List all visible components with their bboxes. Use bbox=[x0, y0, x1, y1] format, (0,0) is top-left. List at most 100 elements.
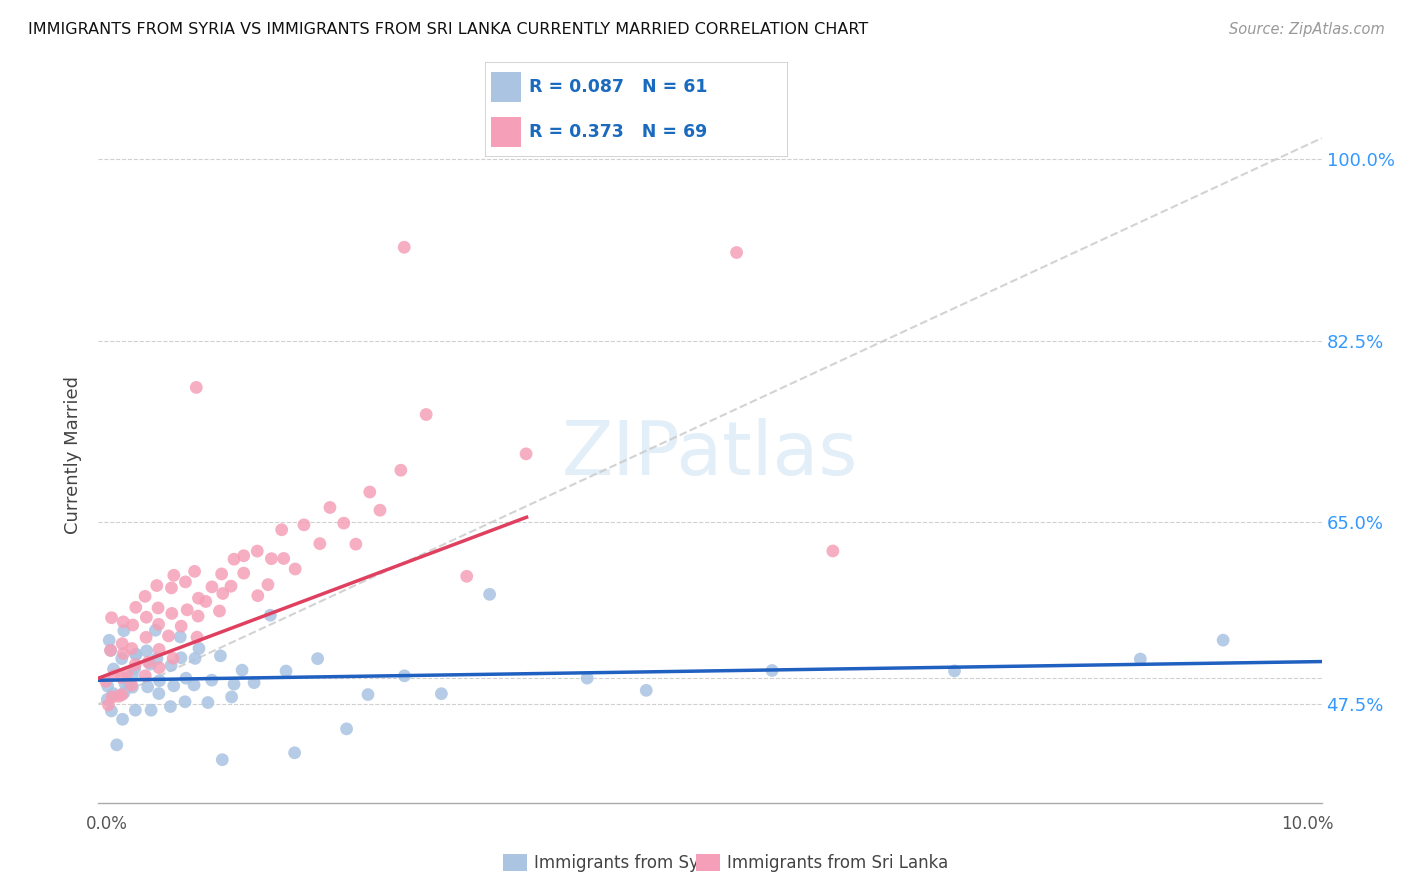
Point bbox=[139, 657, 162, 671]
Point bbox=[515, 447, 537, 461]
Point bbox=[107, 690, 129, 704]
Text: Immigrants from Syria: Immigrants from Syria bbox=[534, 854, 721, 871]
Point bbox=[186, 630, 208, 644]
Point bbox=[170, 650, 193, 665]
Point bbox=[103, 669, 125, 683]
Point bbox=[145, 578, 167, 592]
Point bbox=[124, 648, 146, 662]
Point bbox=[335, 722, 357, 736]
Point bbox=[232, 549, 254, 563]
Point bbox=[174, 695, 197, 709]
Point bbox=[188, 641, 211, 656]
Point bbox=[98, 633, 121, 648]
Point bbox=[148, 642, 170, 657]
Point bbox=[100, 643, 122, 657]
Point bbox=[389, 463, 412, 477]
Point bbox=[100, 643, 122, 657]
Point bbox=[273, 551, 295, 566]
Point bbox=[160, 607, 183, 621]
Text: R = 0.087   N = 61: R = 0.087 N = 61 bbox=[529, 78, 707, 95]
Point bbox=[136, 680, 159, 694]
Point bbox=[1212, 633, 1234, 648]
Point bbox=[121, 641, 143, 656]
Point bbox=[359, 485, 381, 500]
Point bbox=[121, 678, 143, 692]
Point bbox=[246, 589, 269, 603]
Point bbox=[97, 698, 120, 712]
Point bbox=[163, 679, 186, 693]
Point bbox=[333, 516, 356, 530]
Point bbox=[146, 601, 169, 615]
Point bbox=[111, 637, 134, 651]
Point bbox=[115, 666, 138, 681]
Point bbox=[100, 610, 122, 624]
Point bbox=[1129, 652, 1152, 666]
Point bbox=[208, 604, 231, 618]
Point bbox=[96, 692, 118, 706]
Point bbox=[101, 690, 124, 704]
Point bbox=[201, 580, 224, 594]
Point bbox=[197, 696, 219, 710]
Text: 10.0%: 10.0% bbox=[1281, 815, 1334, 833]
Point bbox=[183, 565, 205, 579]
Point bbox=[232, 566, 254, 581]
Text: Source: ZipAtlas.com: Source: ZipAtlas.com bbox=[1229, 22, 1385, 37]
Point bbox=[257, 577, 280, 591]
Point bbox=[415, 408, 437, 422]
Point bbox=[157, 629, 180, 643]
Point bbox=[725, 245, 748, 260]
Point bbox=[211, 586, 233, 600]
Point bbox=[761, 664, 783, 678]
Text: R = 0.373   N = 69: R = 0.373 N = 69 bbox=[529, 123, 707, 141]
Point bbox=[146, 651, 169, 665]
Point bbox=[105, 738, 128, 752]
Point bbox=[97, 679, 120, 693]
Point bbox=[194, 594, 217, 608]
Point bbox=[121, 618, 143, 632]
Point bbox=[134, 669, 156, 683]
Point bbox=[260, 551, 283, 566]
Text: 0.0%: 0.0% bbox=[86, 815, 128, 833]
Point bbox=[124, 703, 146, 717]
Point bbox=[209, 648, 232, 663]
Text: ZIPatlas: ZIPatlas bbox=[562, 418, 858, 491]
Point bbox=[292, 517, 315, 532]
Point bbox=[148, 673, 170, 688]
Point bbox=[117, 675, 139, 690]
Point bbox=[274, 664, 297, 678]
Point bbox=[187, 609, 209, 624]
Point bbox=[307, 651, 329, 665]
Point bbox=[111, 651, 134, 665]
Point bbox=[319, 500, 342, 515]
Point bbox=[211, 566, 233, 581]
Point bbox=[170, 619, 193, 633]
Point bbox=[430, 687, 453, 701]
Text: Immigrants from Sri Lanka: Immigrants from Sri Lanka bbox=[727, 854, 948, 871]
Point bbox=[134, 590, 156, 604]
FancyBboxPatch shape bbox=[491, 117, 522, 147]
Point bbox=[308, 536, 330, 550]
Point bbox=[284, 746, 307, 760]
Point bbox=[111, 712, 134, 726]
Point bbox=[145, 624, 167, 638]
Point bbox=[136, 655, 159, 669]
Point bbox=[219, 579, 242, 593]
Point bbox=[135, 610, 157, 624]
Point bbox=[163, 568, 186, 582]
Point bbox=[221, 690, 243, 704]
Point bbox=[103, 662, 125, 676]
Point bbox=[111, 671, 134, 685]
Point bbox=[211, 753, 233, 767]
Point bbox=[112, 615, 135, 629]
Point bbox=[160, 581, 183, 595]
Point bbox=[456, 569, 478, 583]
Point bbox=[183, 678, 205, 692]
Point bbox=[148, 617, 170, 632]
Point bbox=[112, 624, 135, 638]
Y-axis label: Currently Married: Currently Married bbox=[65, 376, 83, 534]
Point bbox=[121, 680, 143, 694]
Point bbox=[184, 651, 207, 665]
Point bbox=[284, 562, 307, 576]
Point bbox=[394, 669, 416, 683]
Point bbox=[162, 651, 184, 665]
